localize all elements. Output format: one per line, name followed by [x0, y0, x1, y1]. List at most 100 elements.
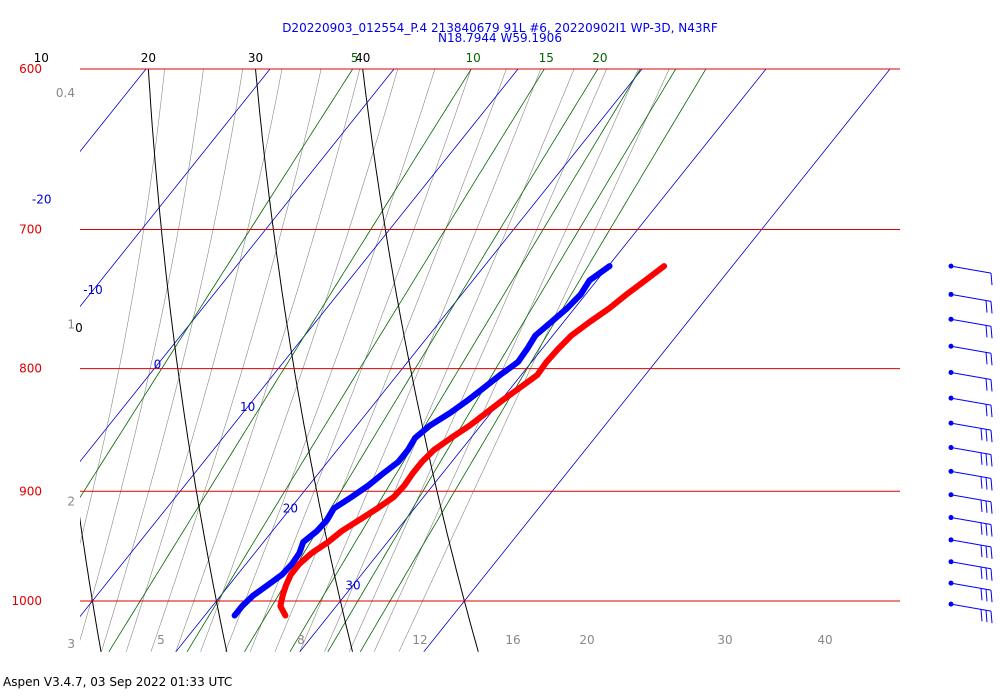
wind-barb-feather [985, 300, 988, 313]
wind-barb-feather [985, 545, 988, 559]
wind-barb-staff [950, 422, 992, 431]
isotherm-line [299, 69, 767, 652]
wind-barb-feather [980, 545, 983, 558]
wind-barb-feather [990, 524, 993, 537]
dry-adiabat-label: 40 [355, 51, 370, 65]
wind-barb-staff [950, 494, 992, 503]
wind-barb-feather [980, 588, 983, 601]
chart-labels: 60070080090010000.4123-30-20-10010203001… [11, 51, 832, 651]
mixing-ratio-line [359, 69, 707, 652]
bottom-axis-label: 20 [579, 633, 594, 647]
bottom-axis-label: 16 [505, 633, 520, 647]
isobar-label: 600 [19, 62, 42, 76]
wind-barb-feather [990, 546, 993, 559]
height-label: 2 [67, 495, 75, 509]
wind-barb-staff [950, 539, 992, 548]
wind-barb-staff [950, 517, 992, 526]
temperature-profile [277, 263, 668, 619]
wind-barb-feather [985, 404, 988, 417]
mixing-ratio-line [0, 0, 34, 652]
isobar-label: 1000 [11, 594, 42, 608]
mixing-ratio-label: 20 [592, 51, 607, 65]
isotherms [80, 69, 891, 652]
dry-adiabat-label: 0 [75, 321, 83, 335]
isotherm-line [80, 69, 271, 308]
height-label: 1 [67, 318, 75, 332]
isobar-label: 900 [19, 484, 42, 498]
moist-adiabat-line [150, 69, 322, 652]
wind-barb-feather [985, 477, 988, 490]
wind-barb-feather [985, 610, 988, 623]
mixing-ratio-line [80, 69, 354, 499]
wind-barb-feather [985, 523, 988, 536]
wind-barb-feather [985, 352, 988, 365]
moist-adiabat-line [225, 69, 436, 652]
moist-adiabat-line [324, 69, 575, 652]
dry-adiabat-line [80, 516, 102, 652]
moist-adiabat-line [249, 69, 472, 652]
wind-barb-feather [990, 430, 993, 443]
isotherm-label: -10 [83, 283, 103, 297]
isobar-label: 800 [19, 362, 42, 376]
wind-barb-feather [990, 590, 993, 603]
dry-adiabat-line [362, 69, 479, 652]
wind-barb-feather [980, 566, 983, 579]
wind-barb-feather [990, 501, 993, 514]
wind-barb-feather [990, 301, 993, 314]
mixing-ratio-lines [0, 0, 707, 652]
isotherm-line [80, 69, 147, 153]
wind-barb-staff [950, 397, 992, 406]
wind-barbs [948, 263, 993, 624]
isotherm-line [175, 69, 643, 652]
moist-adiabat-line [80, 69, 165, 545]
mixing-ratio-label: 10 [466, 51, 481, 65]
isotherm-line [423, 69, 891, 652]
wind-barb-staff [950, 470, 992, 479]
wind-barb-staff [950, 561, 992, 570]
wind-barb-feather [990, 326, 993, 339]
wind-barb-feather [990, 353, 993, 366]
isotherm-label: 20 [283, 501, 298, 515]
wind-barb-staff [950, 345, 992, 354]
wind-barb-feather [990, 611, 993, 624]
bottom-axis-label: 40 [817, 633, 832, 647]
moist-adiabats [80, 69, 670, 652]
isotherm-line [80, 69, 519, 618]
isotherm-label: 10 [240, 400, 255, 414]
dewpoint-profile [231, 263, 613, 619]
wind-barb-feather [980, 522, 983, 535]
moist-adiabat-line [125, 69, 283, 652]
wind-barb-feather [990, 568, 993, 581]
wind-barb-staff [950, 293, 992, 302]
wind-barb-feather [985, 567, 988, 580]
wind-barb-feather [990, 273, 993, 286]
mixing-ratio-line [327, 69, 677, 652]
wind-barb-staff [950, 582, 992, 591]
isotherm-label: 30 [345, 578, 360, 592]
dry-adiabat-label: 10 [34, 51, 49, 65]
dry-adiabat-label: 20 [141, 51, 156, 65]
bottom-axis-label: 30 [717, 633, 732, 647]
chart-subtitle: N18.7944 W59.1906 [438, 31, 562, 45]
height-label: 0.4 [56, 86, 75, 100]
chart-title: D20220903_012554_P.4 213840679 91L #6, 2… [282, 21, 718, 35]
height-label: 3 [67, 637, 75, 651]
moist-adiabat-line [398, 69, 670, 652]
mixing-ratio-line [108, 69, 472, 652]
wind-barb-feather [980, 476, 983, 489]
bottom-axis-label: 12 [412, 633, 427, 647]
isotherm-label: -20 [32, 192, 52, 206]
dry-adiabat-line [254, 69, 353, 652]
dry-adiabats [80, 69, 479, 652]
wind-barb-feather [980, 428, 983, 441]
dry-adiabat-label: 30 [248, 51, 263, 65]
wind-barb-staff [950, 603, 992, 612]
wind-barb-staff [950, 318, 992, 327]
wind-barb-feather [980, 609, 983, 622]
mixing-ratio-label: 5 [351, 51, 359, 65]
moist-adiabat-line [175, 69, 361, 652]
mixing-ratio-line [289, 69, 641, 652]
wind-barb-feather [990, 478, 993, 491]
wind-barb-feather [985, 589, 988, 602]
moist-adiabat-line [373, 69, 639, 652]
